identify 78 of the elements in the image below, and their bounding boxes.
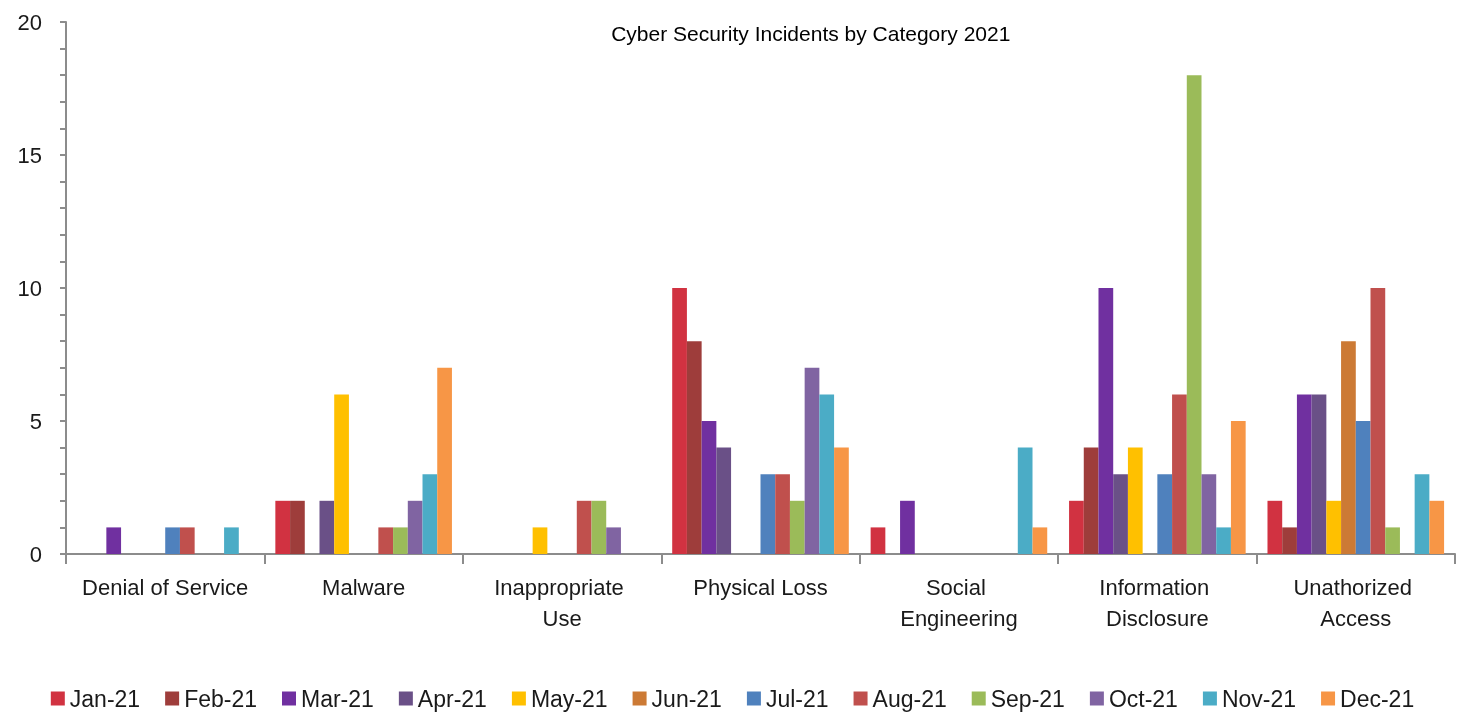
legend-label: May-21 <box>530 685 608 712</box>
legend-label: Aug-21 <box>872 685 947 712</box>
x-tick-label: Inappropriate Use <box>494 575 630 631</box>
x-tick-label: Denial of Service <box>82 575 249 600</box>
bar <box>760 474 776 554</box>
bar <box>1429 500 1445 554</box>
x-tick-label: Information Disclosure <box>1099 575 1216 631</box>
legend-label: Feb-21 <box>184 685 258 712</box>
x-tick-label: Social Engineering <box>900 575 1018 631</box>
bar <box>1032 527 1048 554</box>
bar <box>716 447 732 554</box>
bar <box>1172 394 1187 554</box>
legend-label: Nov-21 <box>1221 685 1297 712</box>
bar <box>1385 527 1400 554</box>
bar <box>1296 394 1312 554</box>
legend-label: Mar-21 <box>301 685 374 712</box>
bar <box>1414 474 1430 554</box>
bar <box>275 500 291 554</box>
legend-label: Jul-21 <box>765 685 829 712</box>
bar <box>422 474 438 554</box>
bar <box>1083 447 1099 554</box>
x-tick-label: Physical Loss <box>693 575 828 600</box>
bar <box>1326 500 1342 554</box>
y-tick-label: 20 <box>17 9 42 35</box>
bar <box>672 288 687 554</box>
bar <box>319 500 335 554</box>
bar <box>532 527 548 554</box>
bar <box>789 500 805 554</box>
bar <box>378 527 394 554</box>
x-tick-label: Unathorized Access <box>1293 575 1419 631</box>
bar <box>437 367 452 554</box>
bar <box>1267 500 1283 554</box>
bar <box>576 500 592 554</box>
y-tick-label: 5 <box>29 408 42 434</box>
bar <box>1216 527 1231 554</box>
y-tick-label: 10 <box>17 275 42 301</box>
bar <box>290 500 305 554</box>
bar <box>591 500 607 554</box>
bar <box>1370 288 1386 554</box>
legend-label: Sep-21 <box>990 685 1065 712</box>
bar <box>165 527 180 554</box>
bar <box>686 341 702 554</box>
bar <box>1341 341 1356 554</box>
bar <box>1311 394 1327 554</box>
bar <box>1127 447 1143 554</box>
x-tick-label: Malware <box>322 575 406 600</box>
legend-label: Oct-21 <box>1108 685 1178 712</box>
bar <box>1113 474 1128 554</box>
bar <box>606 527 621 554</box>
bar <box>1069 500 1084 554</box>
y-tick-label: 0 <box>29 541 42 567</box>
y-tick-label: 15 <box>17 142 42 168</box>
bar <box>900 500 915 554</box>
bar <box>1186 75 1202 554</box>
legend-label: Jan-21 <box>69 685 141 712</box>
bar <box>804 367 820 554</box>
bar <box>1017 447 1033 554</box>
bar <box>1230 421 1246 554</box>
legend-label: Dec-21 <box>1340 685 1415 712</box>
bar <box>224 527 239 554</box>
bar <box>179 527 195 554</box>
bar <box>1157 474 1173 554</box>
bar <box>393 527 408 554</box>
bar <box>819 394 835 554</box>
chart-title: Cyber Security Incidents by Category 2021 <box>611 22 1011 45</box>
bar <box>407 500 423 554</box>
bar <box>775 474 790 554</box>
bar <box>1098 288 1114 554</box>
bar <box>334 394 349 554</box>
bar <box>1201 474 1217 554</box>
bar <box>1355 421 1371 554</box>
bar <box>834 447 849 554</box>
legend-label: Jun-21 <box>651 685 722 712</box>
bar <box>106 527 122 554</box>
legend-label: Apr-21 <box>417 685 487 712</box>
bar <box>870 527 886 554</box>
bar <box>1282 527 1297 554</box>
bar <box>701 421 717 554</box>
